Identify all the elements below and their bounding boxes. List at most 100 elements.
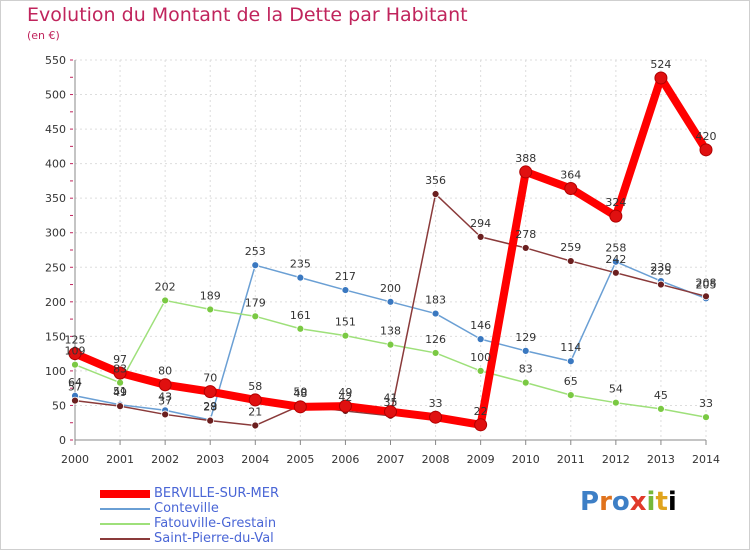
data-label: 22 (474, 405, 488, 418)
data-label: 50 (293, 385, 307, 398)
data-label: 294 (470, 217, 491, 230)
data-point (71, 360, 79, 369)
x-tick-label: 2000 (61, 453, 89, 466)
data-point (161, 296, 170, 305)
data-label: 208 (696, 276, 717, 289)
x-tick-label: 2002 (151, 453, 179, 466)
data-point (116, 402, 124, 411)
data-label: 37 (158, 394, 172, 407)
data-label: 43 (158, 390, 172, 403)
data-label: 29 (203, 400, 217, 413)
legend-label: Saint-Pierre-du-Val (154, 531, 274, 546)
data-point (429, 410, 443, 424)
data-point (203, 385, 217, 399)
legend-label: Conteville (154, 501, 219, 516)
data-label: 138 (380, 325, 401, 338)
data-label: 388 (515, 152, 536, 165)
data-point (251, 421, 260, 430)
data-point (702, 292, 710, 301)
y-tick-label: 200 (45, 296, 66, 309)
data-point (611, 257, 620, 266)
data-point (431, 309, 440, 318)
data-label: 65 (564, 375, 578, 388)
data-label: 64 (68, 376, 82, 389)
data-point (161, 410, 170, 419)
data-point (474, 418, 488, 432)
y-tick-label: 250 (45, 261, 66, 274)
x-tick-label: 2012 (602, 453, 630, 466)
data-point (611, 268, 620, 277)
data-label: 83 (113, 363, 127, 376)
x-tick-label: 2005 (286, 453, 314, 466)
data-label: 183 (425, 294, 446, 307)
data-point (251, 312, 260, 321)
data-label: 146 (470, 319, 491, 332)
legend-item: Saint-Pierre-du-Val (100, 531, 279, 546)
data-label: 41 (384, 392, 398, 405)
data-label: 54 (609, 383, 623, 396)
data-label: 42 (338, 391, 352, 404)
data-point (296, 273, 305, 282)
data-label: 524 (650, 58, 671, 71)
data-label: 83 (519, 363, 533, 376)
data-label: 356 (425, 174, 446, 187)
x-tick-label: 2004 (241, 453, 269, 466)
data-point (341, 286, 350, 294)
x-tick-label: 2007 (377, 453, 405, 466)
data-point (611, 398, 620, 407)
data-point (341, 331, 350, 340)
data-label: 57 (68, 381, 82, 394)
legend-swatch (100, 507, 150, 510)
data-label: 179 (245, 296, 266, 309)
data-label: 205 (696, 278, 717, 291)
data-point (566, 391, 575, 399)
data-point (564, 182, 578, 196)
data-label: 161 (290, 309, 311, 322)
data-label: 235 (290, 258, 311, 271)
data-point (386, 297, 395, 306)
x-tick-label: 2010 (512, 453, 540, 466)
data-point (248, 393, 262, 407)
data-label: 200 (380, 282, 401, 295)
data-label: 217 (335, 270, 356, 283)
data-point (654, 71, 668, 85)
data-point (251, 261, 260, 270)
x-tick-label: 2006 (331, 453, 359, 466)
data-label: 278 (515, 228, 536, 241)
data-label: 114 (560, 341, 581, 354)
data-label: 151 (335, 316, 356, 329)
y-tick-label: 150 (45, 330, 66, 343)
x-tick-label: 2011 (557, 453, 585, 466)
data-point (521, 346, 530, 355)
data-label: 253 (245, 245, 266, 258)
data-label: 80 (158, 365, 172, 378)
data-point (566, 257, 575, 265)
data-point (293, 400, 307, 414)
data-label: 45 (654, 389, 668, 402)
data-point (68, 347, 82, 361)
chart-legend: BERVILLE-SUR-MER Conteville Fatouville-Gre… (100, 486, 279, 546)
data-point (206, 416, 215, 425)
data-point (431, 190, 440, 198)
y-tick-label: 0 (59, 434, 66, 447)
data-point (476, 367, 485, 375)
proxiti-logo: Proxiti (580, 487, 677, 517)
legend-swatch (100, 537, 150, 540)
data-point (657, 280, 665, 289)
data-label: 109 (65, 345, 86, 358)
x-tick-label: 2014 (692, 453, 720, 466)
data-label: 364 (560, 169, 581, 182)
x-tick-label: 2013 (647, 453, 675, 466)
data-point (71, 396, 79, 405)
data-point (566, 357, 575, 366)
data-label: 126 (425, 333, 446, 346)
data-point (476, 232, 485, 241)
data-label: 51 (113, 385, 127, 398)
data-label: 33 (699, 397, 713, 410)
y-tick-label: 500 (45, 89, 66, 102)
data-label: 100 (470, 351, 491, 364)
y-tick-label: 450 (45, 123, 66, 136)
data-point (113, 366, 127, 380)
data-point (519, 165, 533, 179)
